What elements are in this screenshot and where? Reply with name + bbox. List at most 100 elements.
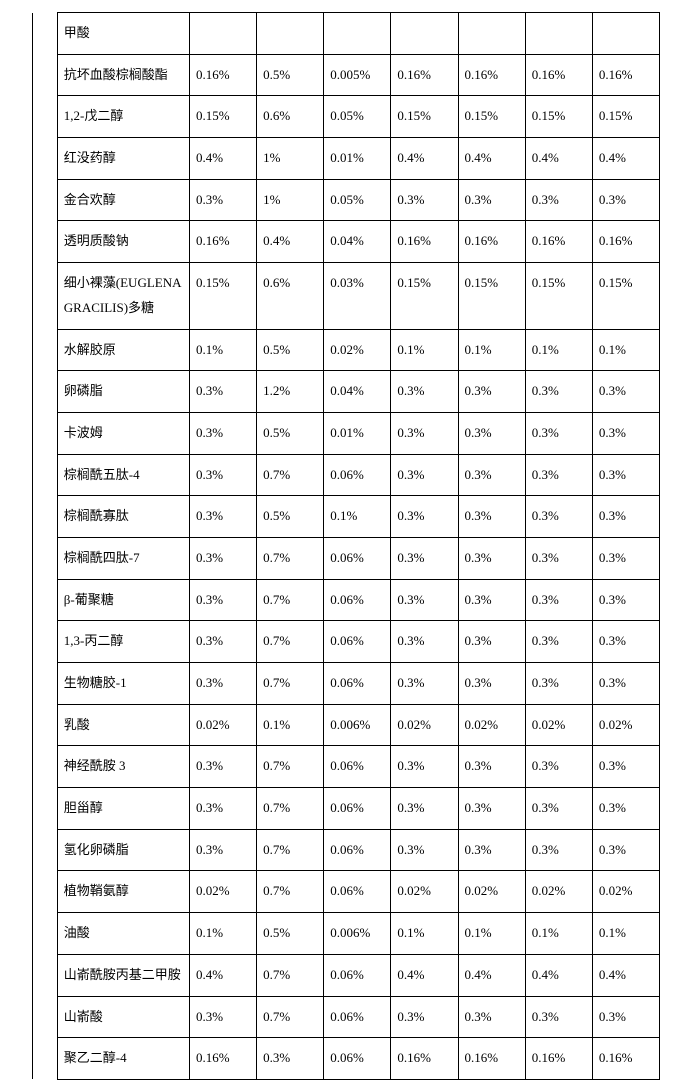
value-cell: 0.3% [592,579,659,621]
value-cell: 0.3% [391,829,458,871]
ingredient-name: 1,3-丙二醇 [57,621,189,663]
value-cell: 0.006% [324,913,391,955]
table-row: 1,2-戊二醇0.15%0.6%0.05%0.15%0.15%0.15%0.15… [33,96,660,138]
value-cell: 0.3% [189,996,256,1038]
value-cell: 0.3% [189,579,256,621]
value-cell: 0.1% [592,329,659,371]
leading-cell [33,13,58,55]
value-cell: 0.16% [525,1038,592,1080]
table-row: 山嵛酸0.3%0.7%0.06%0.3%0.3%0.3%0.3% [33,996,660,1038]
table-row: 山嵛酰胺丙基二甲胺0.4%0.7%0.06%0.4%0.4%0.4%0.4% [33,954,660,996]
table-row: 植物鞘氨醇0.02%0.7%0.06%0.02%0.02%0.02%0.02% [33,871,660,913]
leading-cell [33,829,58,871]
value-cell: 0.02% [189,871,256,913]
ingredient-name: 透明质酸钠 [57,221,189,263]
value-cell: 0.16% [458,54,525,96]
value-cell: 0.06% [324,454,391,496]
value-cell: 0.3% [458,788,525,830]
ingredient-name: 油酸 [57,913,189,955]
value-cell: 0.4% [257,221,324,263]
page: 甲酸抗坏血酸棕榈酸酯0.16%0.5%0.005%0.16%0.16%0.16%… [0,0,688,1092]
value-cell: 0.1% [391,329,458,371]
leading-cell [33,579,58,621]
value-cell: 0.3% [458,579,525,621]
value-cell: 0.3% [189,371,256,413]
value-cell: 0.3% [189,621,256,663]
leading-cell [33,954,58,996]
value-cell: 0.1% [458,329,525,371]
leading-cell [33,138,58,180]
value-cell: 0.06% [324,663,391,705]
value-cell: 0.3% [189,496,256,538]
value-cell: 0.3% [525,454,592,496]
value-cell: 0.15% [458,96,525,138]
table-row: 细小裸藻(EUGLENA GRACILIS)多糖0.15%0.6%0.03%0.… [33,263,660,329]
value-cell: 0.16% [391,221,458,263]
value-cell: 0.15% [189,263,256,329]
value-cell: 0.4% [391,138,458,180]
ingredient-name: 卡波姆 [57,412,189,454]
ingredient-name: 细小裸藻(EUGLENA GRACILIS)多糖 [57,263,189,329]
leading-cell [33,54,58,96]
value-cell: 0.5% [257,913,324,955]
value-cell: 0.5% [257,329,324,371]
value-cell: 0.3% [391,663,458,705]
value-cell: 0.3% [525,579,592,621]
value-cell: 0.3% [525,663,592,705]
value-cell: 0.7% [257,954,324,996]
table-row: 卵磷脂0.3%1.2%0.04%0.3%0.3%0.3%0.3% [33,371,660,413]
table-row: 卡波姆0.3%0.5%0.01%0.3%0.3%0.3%0.3% [33,412,660,454]
value-cell: 0.006% [324,704,391,746]
value-cell: 0.3% [592,996,659,1038]
leading-cell [33,996,58,1038]
value-cell: 0.7% [257,871,324,913]
leading-cell [33,746,58,788]
value-cell: 0.02% [391,704,458,746]
ingredient-name: 棕榈酰四肽-7 [57,537,189,579]
value-cell: 1.2% [257,371,324,413]
leading-cell [33,412,58,454]
leading-cell [33,371,58,413]
value-cell: 0.3% [525,621,592,663]
value-cell: 0.7% [257,454,324,496]
value-cell: 0.3% [592,371,659,413]
value-cell: 0.3% [525,746,592,788]
value-cell: 0.06% [324,537,391,579]
value-cell: 0.02% [458,704,525,746]
value-cell: 0.1% [324,496,391,538]
table-row: 生物糖胶-10.3%0.7%0.06%0.3%0.3%0.3%0.3% [33,663,660,705]
leading-cell [33,871,58,913]
ingredient-name: 金合欢醇 [57,179,189,221]
value-cell: 0.05% [324,96,391,138]
leading-cell [33,913,58,955]
table-row: 透明质酸钠0.16%0.4%0.04%0.16%0.16%0.16%0.16% [33,221,660,263]
value-cell: 0.3% [391,579,458,621]
leading-cell [33,788,58,830]
value-cell: 0.3% [391,621,458,663]
value-cell: 0.02% [189,704,256,746]
value-cell: 0.06% [324,1038,391,1080]
value-cell: 0.3% [189,537,256,579]
value-cell: 0.06% [324,579,391,621]
value-cell: 0.3% [525,371,592,413]
table-row: 水解胶原0.1%0.5%0.02%0.1%0.1%0.1%0.1% [33,329,660,371]
value-cell: 0.01% [324,412,391,454]
value-cell: 0.4% [525,954,592,996]
value-cell [592,13,659,55]
table-row: 棕榈酰寡肽0.3%0.5%0.1%0.3%0.3%0.3%0.3% [33,496,660,538]
table-row: 乳酸0.02%0.1%0.006%0.02%0.02%0.02%0.02% [33,704,660,746]
value-cell: 0.02% [324,329,391,371]
ingredients-table: 甲酸抗坏血酸棕榈酸酯0.16%0.5%0.005%0.16%0.16%0.16%… [32,12,660,1080]
value-cell: 0.06% [324,954,391,996]
value-cell: 0.1% [189,329,256,371]
value-cell: 0.02% [458,871,525,913]
value-cell: 0.16% [391,1038,458,1080]
value-cell: 0.3% [458,746,525,788]
value-cell: 0.1% [458,913,525,955]
value-cell: 0.7% [257,746,324,788]
leading-cell [33,1038,58,1080]
value-cell [391,13,458,55]
value-cell: 0.3% [391,496,458,538]
value-cell: 0.4% [525,138,592,180]
leading-cell [33,179,58,221]
